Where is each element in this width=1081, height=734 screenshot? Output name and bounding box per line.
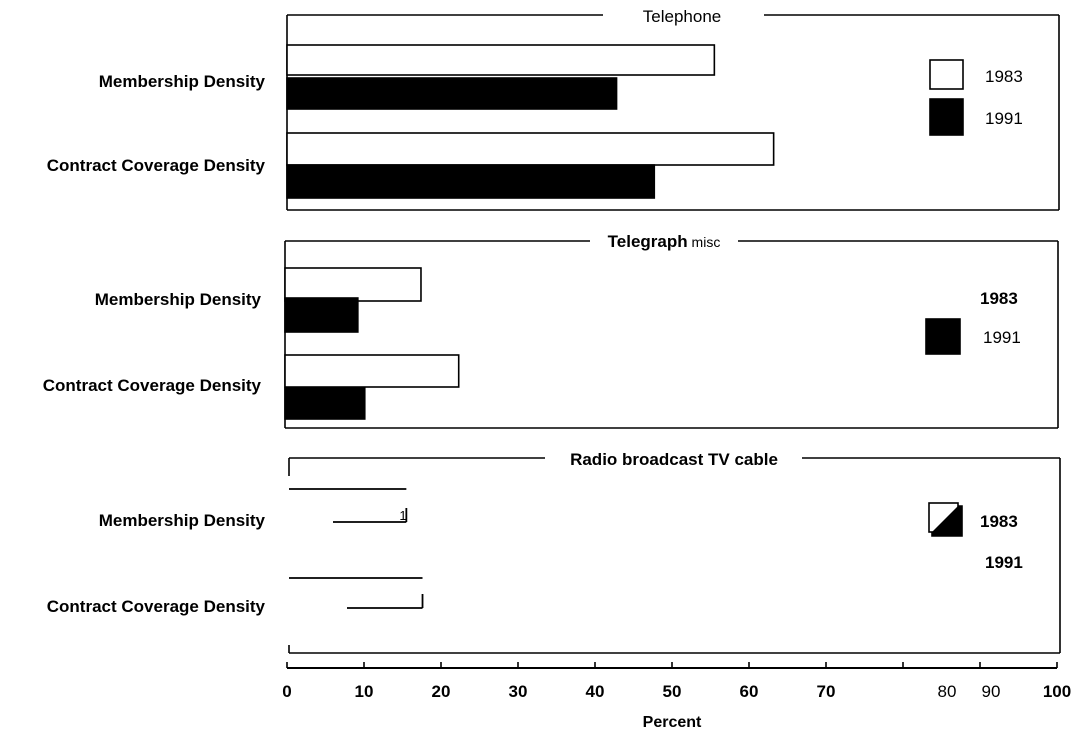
category-label: Contract Coverage Density bbox=[47, 597, 266, 616]
category-label: Contract Coverage Density bbox=[43, 376, 262, 395]
category-label: Membership Density bbox=[95, 290, 262, 309]
x-tick-label: 40 bbox=[586, 682, 605, 701]
x-tick-label: 50 bbox=[663, 682, 682, 701]
x-axis: 0 10 20 30 40 50 60 70 80 90 100 Percent bbox=[282, 662, 1071, 731]
bar-annotation: 1 bbox=[399, 508, 406, 523]
panels-group: Telephone Membership Density Contract Cove… bbox=[43, 7, 1061, 654]
bar-1983-membership bbox=[284, 267, 422, 302]
bar-1991-membership bbox=[286, 77, 618, 110]
x-tick-label: 60 bbox=[740, 682, 759, 701]
panel-3: Radio broadcast TV cable Membership Densi… bbox=[47, 450, 1061, 654]
x-axis-label: Percent bbox=[643, 714, 702, 731]
x-tick-label: 0 bbox=[282, 682, 291, 701]
legend-swatch-shadow bbox=[931, 505, 963, 537]
category-label: Contract Coverage Density bbox=[47, 156, 266, 175]
bar-1991-membership bbox=[284, 297, 359, 333]
category-label: Membership Density bbox=[99, 511, 266, 530]
x-tick-label: 90 bbox=[982, 682, 1001, 701]
legend-label-1991: 1991 bbox=[985, 109, 1023, 128]
bar-1991-coverage bbox=[284, 387, 366, 420]
panel-title-text: Radio broadcast TV cable bbox=[570, 450, 778, 469]
panel-title-text: Telegraph bbox=[608, 232, 688, 251]
legend-label-1983: 1983 bbox=[985, 67, 1023, 86]
panel-2: Telegraph misc Membership Density Contract… bbox=[43, 232, 1059, 429]
legend-label-1983: 1983 bbox=[980, 512, 1018, 531]
legend-label-1983: 1983 bbox=[980, 289, 1018, 308]
x-tick-label: 30 bbox=[509, 682, 528, 701]
panel-1: Telephone Membership Density Contract Cove… bbox=[47, 7, 1060, 211]
x-tick-label: 10 bbox=[355, 682, 374, 701]
x-tick-label: 80 bbox=[938, 682, 957, 701]
x-tick-label: 70 bbox=[817, 682, 836, 701]
x-tick-label: 20 bbox=[432, 682, 451, 701]
panel-title: Telephone bbox=[643, 7, 721, 26]
panel-title-text: Telephone bbox=[643, 7, 721, 26]
legend-label-1991: 1991 bbox=[983, 328, 1021, 347]
x-tick-label: 100 bbox=[1043, 682, 1071, 701]
panel-title: Telegraph misc bbox=[608, 232, 721, 251]
panel-title-suffix: misc bbox=[688, 234, 721, 250]
legend-swatch-1991 bbox=[925, 318, 961, 355]
category-label: Membership Density bbox=[99, 72, 266, 91]
bar-1991-coverage bbox=[286, 164, 656, 199]
legend-swatch-1983 bbox=[929, 59, 964, 90]
bar-1983-coverage bbox=[286, 132, 775, 166]
bar-1983-membership bbox=[286, 44, 716, 76]
panel-title: Radio broadcast TV cable bbox=[570, 450, 778, 469]
legend-label-1991: 1991 bbox=[985, 553, 1023, 572]
bar-1983-coverage bbox=[284, 354, 460, 388]
legend-swatch-1991 bbox=[929, 98, 964, 136]
